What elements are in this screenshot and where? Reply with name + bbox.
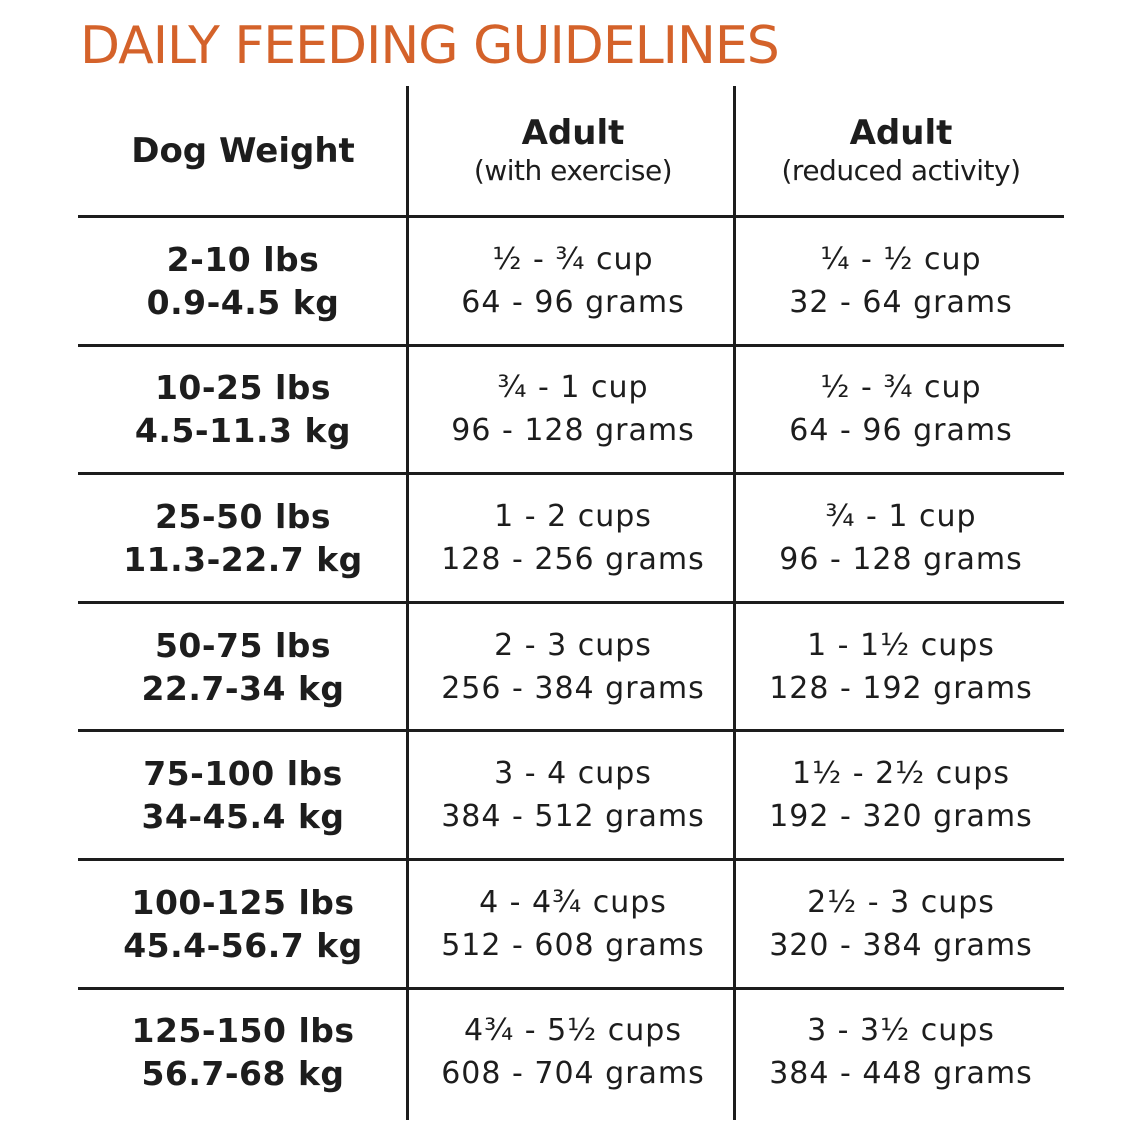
row-divider	[78, 343, 1064, 347]
reduced-amount-cell: 2½ - 3 cups 320 - 384 grams	[738, 861, 1064, 987]
reduced-cups: 2½ - 3 cups	[807, 884, 995, 920]
reduced-cups: ¼ - ½ cup	[820, 241, 982, 277]
weight-lbs: 25-50 lbs	[154, 496, 332, 536]
reduced-amount-cell: 3 - 3½ cups 384 - 448 grams	[738, 990, 1064, 1116]
reduced-amount-cell: ¾ - 1 cup 96 - 128 grams	[738, 475, 1064, 601]
exercise-amount-cell: ¾ - 1 cup 96 - 128 grams	[411, 347, 735, 473]
reduced-grams: 96 - 128 grams	[779, 541, 1023, 577]
weight-cell: 10-25 lbs 4.5-11.3 kg	[78, 347, 408, 473]
reduced-cups: 1 - 1½ cups	[807, 627, 995, 663]
row-divider	[78, 600, 1064, 604]
exercise-amount-cell: 3 - 4 cups 384 - 512 grams	[411, 732, 735, 858]
header-adult-exercise-subtitle: (with exercise)	[473, 154, 673, 187]
exercise-cups: 4 - 4¾ cups	[479, 884, 667, 920]
header-dog-weight-label: Dog Weight	[131, 131, 355, 171]
reduced-cups: 1½ - 2½ cups	[792, 756, 1010, 792]
reduced-amount-cell: 1½ - 2½ cups 192 - 320 grams	[738, 732, 1064, 858]
weight-lbs: 100-125 lbs	[131, 882, 355, 922]
reduced-amount-cell: 1 - 1½ cups 128 - 192 grams	[738, 604, 1064, 730]
reduced-grams: 32 - 64 grams	[789, 284, 1013, 320]
exercise-cups: ¾ - 1 cup	[497, 370, 649, 406]
row-divider	[78, 986, 1064, 990]
header-adult-exercise-title: Adult	[521, 113, 625, 153]
weight-lbs: 2-10 lbs	[166, 239, 320, 279]
page-title: DAILY FEEDING GUIDELINES	[80, 16, 780, 76]
reduced-cups: ½ - ¾ cup	[820, 370, 982, 406]
weight-cell: 100-125 lbs 45.4-56.7 kg	[78, 861, 408, 987]
header-adult-reduced-title: Adult	[849, 113, 953, 153]
exercise-grams: 384 - 512 grams	[441, 799, 705, 835]
exercise-grams: 512 - 608 grams	[441, 927, 705, 963]
weight-kg: 0.9-4.5 kg	[146, 282, 340, 322]
weight-lbs: 10-25 lbs	[154, 368, 332, 408]
exercise-amount-cell: 2 - 3 cups 256 - 384 grams	[411, 604, 735, 730]
exercise-cups: 3 - 4 cups	[494, 756, 652, 792]
exercise-grams: 64 - 96 grams	[461, 284, 685, 320]
header-adult-exercise: Adult (with exercise)	[411, 86, 735, 216]
reduced-grams: 192 - 320 grams	[769, 799, 1033, 835]
row-divider	[78, 729, 1064, 733]
exercise-cups: ½ - ¾ cup	[492, 241, 654, 277]
exercise-grams: 96 - 128 grams	[451, 413, 695, 449]
reduced-amount-cell: ¼ - ½ cup 32 - 64 grams	[738, 218, 1064, 344]
weight-kg: 11.3-22.7 kg	[123, 539, 363, 579]
weight-cell: 25-50 lbs 11.3-22.7 kg	[78, 475, 408, 601]
header-dog-weight: Dog Weight	[78, 86, 408, 216]
exercise-cups: 4¾ - 5½ cups	[464, 1013, 682, 1049]
reduced-cups: 3 - 3½ cups	[807, 1013, 995, 1049]
weight-cell: 2-10 lbs 0.9-4.5 kg	[78, 218, 408, 344]
weight-cell: 125-150 lbs 56.7-68 kg	[78, 990, 408, 1116]
exercise-grams: 608 - 704 grams	[441, 1056, 705, 1092]
weight-kg: 4.5-11.3 kg	[134, 411, 352, 451]
header-adult-reduced-subtitle: (reduced activity)	[781, 154, 1022, 187]
exercise-amount-cell: 4 - 4¾ cups 512 - 608 grams	[411, 861, 735, 987]
exercise-grams: 128 - 256 grams	[441, 541, 705, 577]
exercise-amount-cell: ½ - ¾ cup 64 - 96 grams	[411, 218, 735, 344]
exercise-cups: 1 - 2 cups	[494, 498, 652, 534]
reduced-cups: ¾ - 1 cup	[825, 498, 977, 534]
row-divider	[78, 472, 1064, 476]
feeding-table: Dog Weight Adult (with exercise) Adult (…	[78, 86, 1064, 1120]
exercise-grams: 256 - 384 grams	[441, 670, 705, 706]
weight-kg: 56.7-68 kg	[141, 1054, 345, 1094]
exercise-cups: 2 - 3 cups	[494, 627, 652, 663]
weight-kg: 45.4-56.7 kg	[123, 925, 363, 965]
reduced-grams: 64 - 96 grams	[789, 413, 1013, 449]
reduced-grams: 384 - 448 grams	[769, 1056, 1033, 1092]
reduced-amount-cell: ½ - ¾ cup 64 - 96 grams	[738, 347, 1064, 473]
table-header: Dog Weight Adult (with exercise) Adult (…	[78, 86, 1064, 216]
weight-cell: 50-75 lbs 22.7-34 kg	[78, 604, 408, 730]
weight-lbs: 125-150 lbs	[131, 1011, 355, 1051]
weight-lbs: 75-100 lbs	[143, 754, 343, 794]
row-divider	[78, 858, 1064, 861]
weight-lbs: 50-75 lbs	[154, 625, 332, 665]
header-adult-reduced: Adult (reduced activity)	[738, 86, 1064, 216]
reduced-grams: 128 - 192 grams	[769, 670, 1033, 706]
weight-kg: 34-45.4 kg	[141, 797, 345, 837]
exercise-amount-cell: 1 - 2 cups 128 - 256 grams	[411, 475, 735, 601]
weight-cell: 75-100 lbs 34-45.4 kg	[78, 732, 408, 858]
reduced-grams: 320 - 384 grams	[769, 927, 1033, 963]
weight-kg: 22.7-34 kg	[141, 668, 345, 708]
row-divider	[78, 215, 1064, 218]
exercise-amount-cell: 4¾ - 5½ cups 608 - 704 grams	[411, 990, 735, 1116]
